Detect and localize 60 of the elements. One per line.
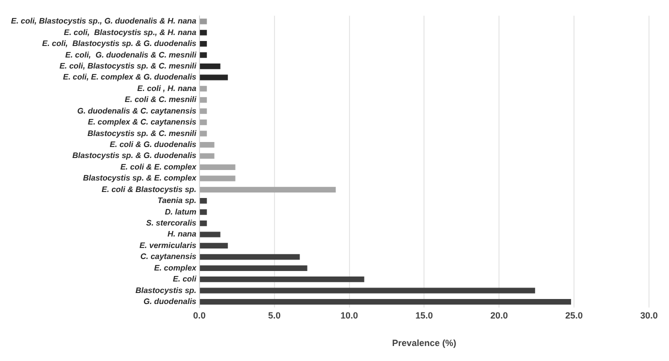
bar	[200, 209, 207, 215]
bar	[200, 120, 207, 126]
bar	[200, 220, 207, 226]
bar	[200, 265, 308, 271]
y-tick-label: S. stercoralis	[146, 218, 197, 228]
bar	[200, 276, 364, 282]
bar	[200, 254, 300, 260]
y-tick-label: E. coli, Blastocystis sp., & H. nana	[64, 28, 197, 37]
y-tick-label: D. latum	[164, 207, 196, 216]
y-tick-label: E. coli, Blastocystis sp., G. duodenalis & H. nana	[10, 16, 197, 26]
y-tick-label: G. duodenalis & C. caytanensis	[77, 106, 197, 116]
y-tick-label: E. vermicularis	[139, 240, 197, 250]
bar	[200, 130, 207, 136]
bar	[200, 242, 228, 249]
y-tick-label: Blastocystis sp. & G. duodenalis	[72, 151, 197, 160]
bar	[200, 97, 207, 103]
x-tick-label: 15.0	[415, 310, 433, 320]
bar	[200, 74, 228, 80]
y-tick-label: E. coli & G. duodenalis	[110, 140, 197, 149]
x-axis-title: Prevalence (%)	[392, 338, 456, 348]
x-tick-label: 10.0	[340, 310, 358, 320]
bar	[200, 288, 536, 294]
y-tick-label: Blastocystis sp. & E. complex	[83, 174, 197, 183]
y-tick-label: Taenia sp.	[158, 196, 196, 206]
x-tick-label: 0.0	[193, 310, 206, 320]
y-tick-label: E. complex & C. caytanensis	[88, 118, 197, 127]
y-tick-label: E. coli, Blastocystis sp. & G. duodenalis	[42, 39, 197, 48]
y-tick-label: E. coli, E. complex & G. duodenalis	[63, 72, 197, 82]
x-tick-label: 20.0	[490, 310, 508, 320]
y-tick-label: Blastocystis sp.	[135, 286, 196, 295]
y-tick-label: E. coli & Blastocystis sp.	[102, 184, 196, 194]
y-tick-label: E. coli , H. nana	[137, 84, 197, 93]
y-tick-label: Blastocystis sp. & C. mesnili	[87, 128, 198, 138]
y-tick-label: E. coli, G. duodenalis & C. mesnili	[65, 50, 198, 60]
bar	[200, 108, 207, 114]
bar	[200, 142, 214, 148]
bar	[200, 298, 572, 305]
y-tick-label: E. coli	[172, 274, 198, 284]
x-tick-label: 5.0	[268, 310, 281, 320]
y-tick-label: E. coli & E. complex	[120, 162, 197, 172]
bar	[200, 63, 220, 70]
bar	[200, 198, 207, 204]
bar	[200, 41, 207, 47]
bar	[200, 86, 207, 92]
bar	[200, 18, 207, 24]
y-tick-label: E. coli & C. mesnili	[124, 95, 198, 104]
y-tick-label: C. caytanensis	[140, 252, 197, 262]
y-tick-label: H. nana	[167, 230, 197, 239]
bar	[200, 176, 236, 182]
bar	[200, 232, 220, 238]
y-tick-label: G. duodenalis	[143, 296, 197, 306]
x-tick-label: 25.0	[565, 310, 583, 320]
x-tick-label: 30.0	[640, 310, 658, 320]
bar	[200, 30, 207, 36]
y-tick-label: E. complex	[154, 263, 197, 272]
bar	[200, 52, 207, 58]
bar	[200, 186, 336, 192]
y-tick-label: E. coli, Blastocystis sp. & C. mesnili	[59, 61, 198, 70]
bar	[200, 153, 214, 159]
bar	[200, 164, 236, 170]
